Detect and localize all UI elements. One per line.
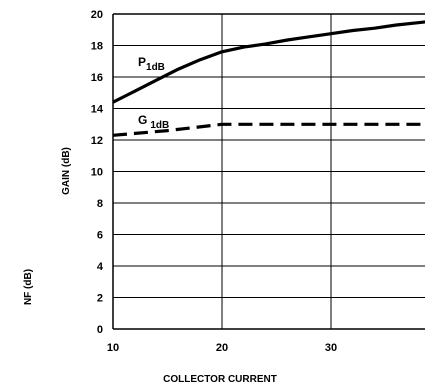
y-tick-label: 8 <box>97 198 103 210</box>
y-tick-label: 16 <box>91 72 103 84</box>
x-tick-label: 20 <box>216 342 228 354</box>
series-lines <box>112 20 425 137</box>
series-line-g1db <box>112 122 425 137</box>
x-axis-title: COLLECTOR CURRENT <box>163 374 277 385</box>
y-tick-label: 4 <box>97 261 104 273</box>
y-tick-label: 6 <box>97 230 103 242</box>
grid-lines <box>113 14 425 329</box>
y-tick-label: 14 <box>91 104 104 116</box>
y-tick-label: 2 <box>97 293 103 305</box>
y-axis-title-secondary: NF (dB) <box>23 269 34 305</box>
y-tick-label: 12 <box>91 135 103 147</box>
series-label-g1db: G 1dB <box>138 113 169 131</box>
y-tick-label: 20 <box>91 9 103 21</box>
y-tick-label: 0 <box>97 324 103 336</box>
tick-labels: 0246810121416182010203040 <box>91 9 337 354</box>
y-tick-label: 18 <box>91 41 103 53</box>
y-tick-label: 10 <box>91 167 103 179</box>
x-tick-label: 30 <box>325 342 337 354</box>
series-label-p1db: P1dB <box>138 55 165 73</box>
x-tick-label: 10 <box>107 342 119 354</box>
series-line-p1db <box>112 20 425 104</box>
plot-frame <box>112 13 425 330</box>
y-axis-title: GAIN (dB) <box>61 147 72 195</box>
